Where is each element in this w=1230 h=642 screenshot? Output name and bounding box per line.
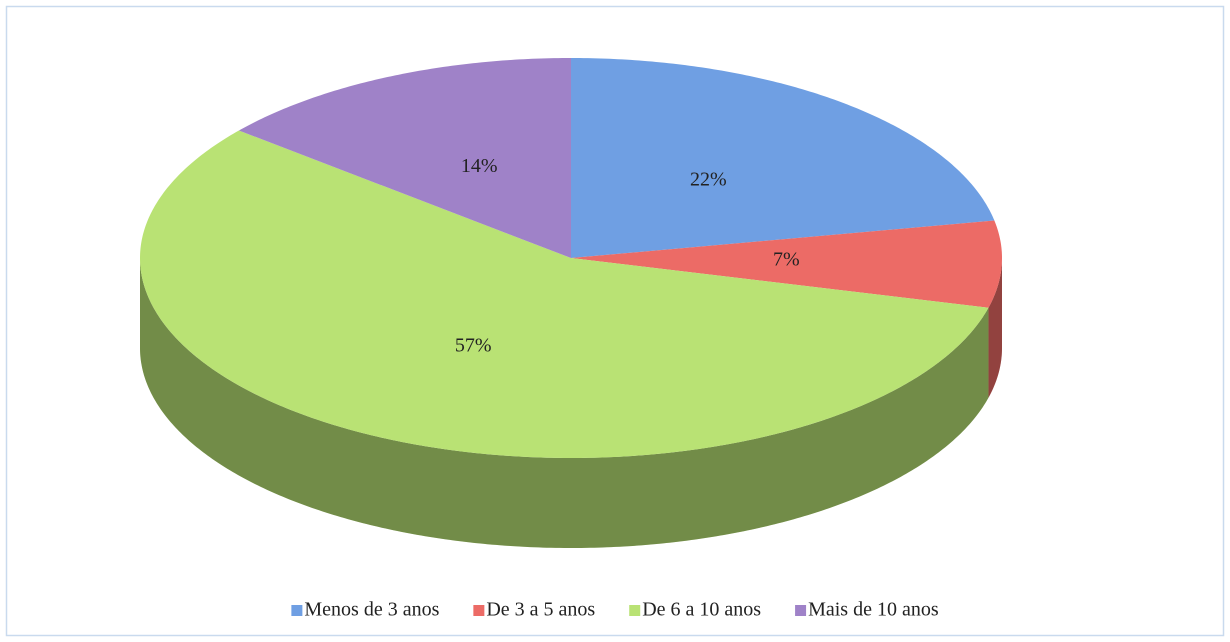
legend-label: De 3 a 5 anos [486,599,595,621]
data-label: 7% [773,249,800,271]
legend-marker [795,605,807,616]
slice-side-shade [140,258,989,548]
legend-marker [629,605,641,616]
slice [571,220,1002,308]
slice [238,58,571,258]
slice-side-shade [988,258,1002,398]
legend-label: De 6 a 10 anos [642,599,761,621]
slice [140,130,989,458]
slice-side [988,258,1002,398]
data-label: 22% [690,169,727,191]
slice [571,58,995,258]
legend-marker [291,605,303,616]
legend-label: Menos de 3 anos [304,599,439,621]
legend-marker [473,605,485,616]
data-label: 14% [461,155,498,177]
legend-label: Mais de 10 anos [808,599,939,621]
slice-side [140,258,989,548]
data-label: 57% [455,335,492,357]
